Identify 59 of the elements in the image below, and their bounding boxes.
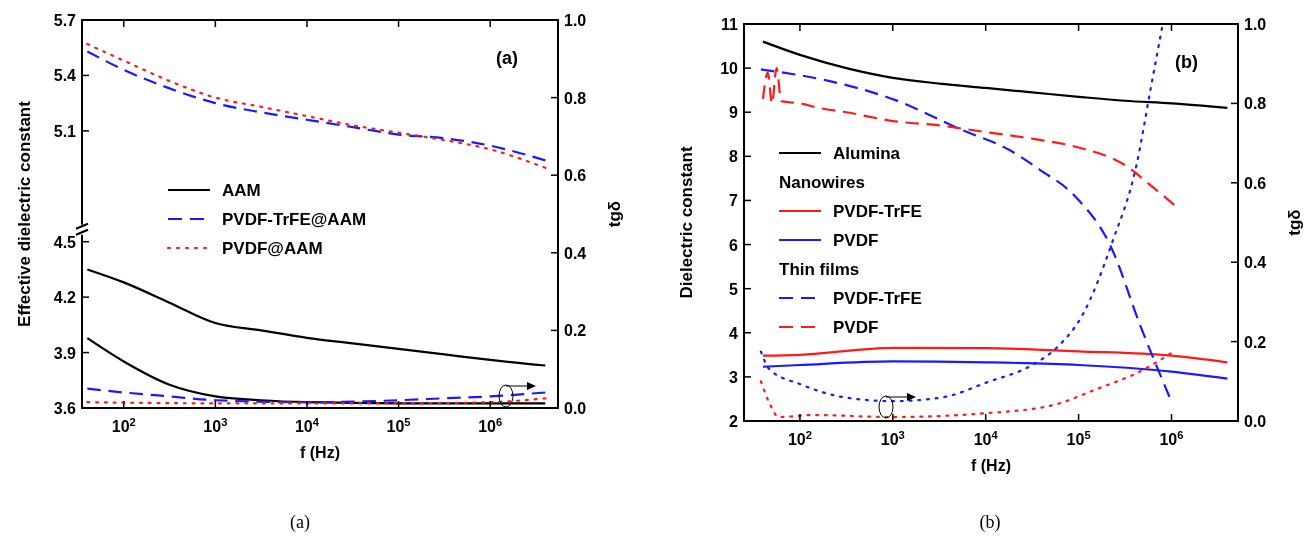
y-tick-label: 2 xyxy=(729,413,739,430)
annotation: Thin films xyxy=(779,260,860,279)
legend-label: PVDF-TrFE xyxy=(833,202,922,221)
y-axis-title: Dielectric constant xyxy=(677,146,696,299)
y-tick-label: 5.4 xyxy=(53,67,77,85)
x-tick-label: 10$^{6}$ xyxy=(1159,429,1184,448)
y-tick-label: 9 xyxy=(729,104,739,122)
x-tick-label: 10$^{6}$ xyxy=(478,416,503,435)
y2-tick-label: 0.8 xyxy=(1244,95,1267,113)
text: (a) xyxy=(496,48,518,68)
legend-label: PVDF-TrFE@AAM xyxy=(222,210,367,229)
y-tick-label: 4.2 xyxy=(53,289,77,307)
y-tick-label: 5.7 xyxy=(53,12,77,29)
x-tick-label: 10$^{3}$ xyxy=(203,416,228,435)
y-tick-label: 11 xyxy=(721,16,739,33)
legend-label: PVDF@AAM xyxy=(222,239,323,258)
y-tick-label: 5 xyxy=(729,280,739,298)
y-tick-label: 10 xyxy=(720,60,739,78)
legend-label: PVDF xyxy=(833,231,879,250)
x-tick-label: 10$^{3}$ xyxy=(880,429,905,448)
y-tick-label: 3 xyxy=(729,368,739,386)
x-axis-title: f (Hz) xyxy=(300,444,340,461)
y-tick-label: 3.9 xyxy=(53,344,77,362)
x-tick-label: 10$^{5}$ xyxy=(1066,429,1091,448)
y-tick-label: 4.5 xyxy=(53,233,77,251)
x-tick-label: 10$^{2}$ xyxy=(111,416,136,435)
y-tick-label: 7 xyxy=(729,192,739,210)
annotation: Nanowires xyxy=(779,173,865,192)
x-tick-label: 10$^{2}$ xyxy=(787,429,812,448)
legend-label: AAM xyxy=(222,181,261,200)
y2-tick-label: 0.0 xyxy=(1244,413,1267,430)
y2-axis-title: tgδ xyxy=(1285,209,1304,236)
x-tick-label: 10$^{4}$ xyxy=(294,416,320,435)
legend-label: PVDF xyxy=(833,318,879,337)
text: (b) xyxy=(979,512,1001,533)
text: (a) xyxy=(290,512,310,533)
x-axis-title: f (Hz) xyxy=(971,457,1011,474)
y2-tick-label: 0.4 xyxy=(1244,254,1267,272)
text: (b) xyxy=(1175,52,1198,72)
y-tick-label: 5.1 xyxy=(53,122,77,140)
legend-label: Alumina xyxy=(833,144,901,163)
y-tick-label: 8 xyxy=(729,148,739,166)
y2-tick-label: 0.2 xyxy=(1244,333,1267,351)
y-tick-label: 4 xyxy=(729,324,739,342)
legend-label: PVDF-TrFE xyxy=(833,289,922,308)
y2-tick-label: 0.8 xyxy=(564,89,587,107)
y2-tick-label: 0.6 xyxy=(1244,174,1267,192)
y2-axis-title: tgδ xyxy=(605,200,624,228)
y2-tick-label: 1.0 xyxy=(1244,16,1267,33)
y2-tick-label: 0.2 xyxy=(564,322,587,340)
y2-tick-label: 0.0 xyxy=(564,400,587,417)
y-axis-title: Effective dielectric constant xyxy=(15,100,34,327)
x-tick-label: 10$^{5}$ xyxy=(386,416,411,435)
y2-tick-label: 0.6 xyxy=(564,167,587,185)
x-tick-label: 10$^{4}$ xyxy=(973,429,999,448)
y-tick-label: 6 xyxy=(729,236,739,254)
y2-tick-label: 1.0 xyxy=(564,12,587,29)
y2-tick-label: 0.4 xyxy=(564,244,587,262)
y-tick-label: 3.6 xyxy=(53,400,77,417)
